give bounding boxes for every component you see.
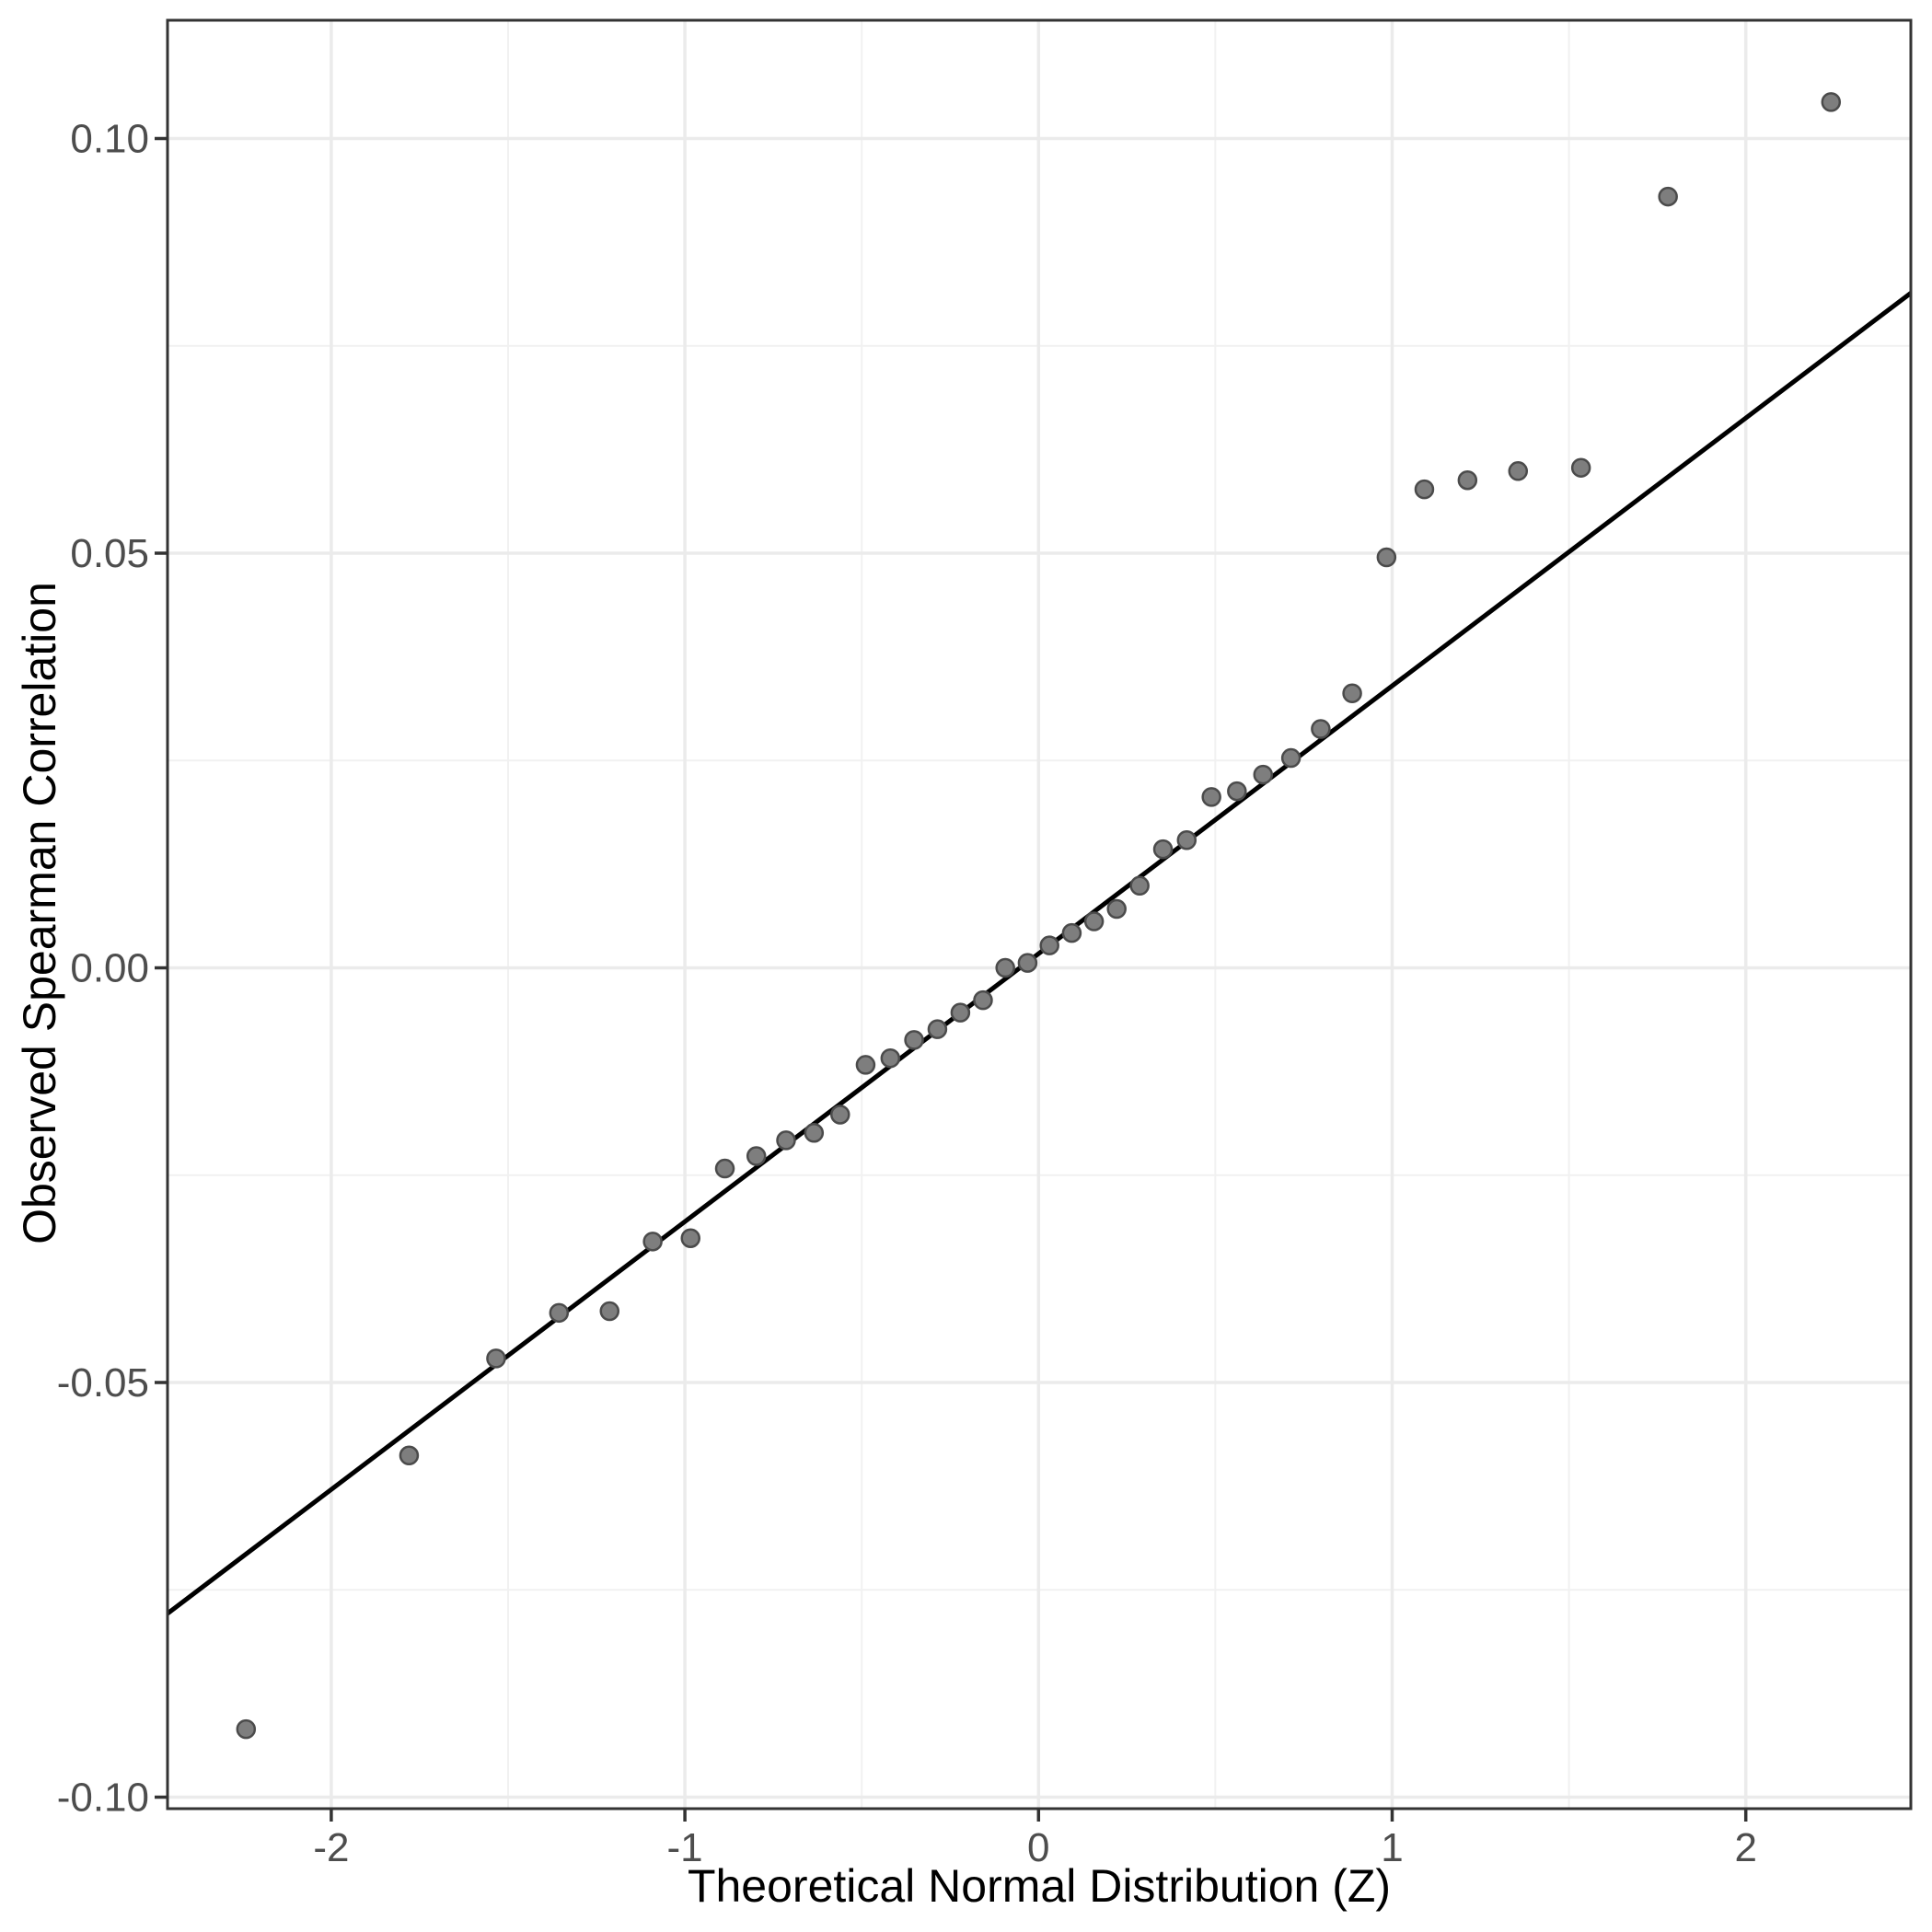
data-point — [746, 1146, 767, 1166]
scatter-points-layer — [236, 92, 1842, 1740]
data-point — [599, 1301, 620, 1322]
data-point — [855, 1055, 876, 1075]
grid-major-lines — [168, 20, 1911, 1809]
data-point — [1152, 839, 1174, 860]
data-point — [1658, 186, 1678, 207]
data-point — [1253, 764, 1274, 785]
qq-reference-line-layer — [166, 291, 1913, 1615]
data-point — [1311, 719, 1331, 739]
data-point — [1508, 461, 1529, 481]
data-point — [236, 1718, 257, 1740]
y-tick-label: -0.05 — [57, 1360, 149, 1406]
y-axis-title: Observed Spearman Correlation — [14, 582, 65, 1244]
x-tick-label: 0 — [1027, 1825, 1049, 1870]
data-point — [1227, 781, 1247, 802]
data-point — [1061, 922, 1082, 943]
data-point — [714, 1158, 735, 1179]
data-point — [973, 989, 993, 1011]
data-point — [1570, 457, 1591, 478]
data-point — [1821, 92, 1842, 112]
data-point — [486, 1348, 506, 1369]
y-tick-label: 0.00 — [70, 946, 149, 991]
data-point — [904, 1030, 924, 1050]
x-axis-tick-labels: -2 -1 0 1 2 — [313, 1825, 1757, 1870]
y-axis-tick-labels: 0.10 0.05 0.00 -0.05 -0.10 — [57, 117, 149, 1821]
data-point — [804, 1123, 825, 1143]
data-point — [776, 1130, 796, 1151]
axis-tick-marks — [155, 136, 1748, 1822]
data-point — [1176, 829, 1197, 850]
y-tick-label: -0.10 — [57, 1776, 149, 1821]
data-point — [680, 1228, 700, 1248]
x-tick-label: 2 — [1734, 1825, 1756, 1870]
data-point — [1342, 683, 1362, 704]
data-point — [549, 1302, 570, 1324]
data-point — [1039, 935, 1059, 955]
data-point — [927, 1019, 948, 1039]
data-point — [1017, 953, 1038, 973]
data-point — [1106, 898, 1127, 920]
x-axis-title: Theoretical Normal Distribution (Z) — [688, 1860, 1391, 1912]
data-point — [1280, 747, 1301, 769]
qq-reference-line — [166, 291, 1913, 1615]
data-point — [995, 957, 1015, 978]
data-point — [1376, 547, 1397, 568]
y-tick-label: 0.10 — [70, 117, 149, 162]
x-tick-label: 1 — [1381, 1825, 1403, 1870]
data-point — [1457, 469, 1478, 491]
data-point — [830, 1105, 850, 1125]
data-point — [950, 1002, 971, 1023]
data-point — [399, 1445, 420, 1466]
data-point — [642, 1232, 663, 1252]
y-tick-label: 0.05 — [70, 531, 149, 576]
data-point — [880, 1047, 901, 1069]
data-point — [1083, 911, 1105, 931]
data-point — [1414, 479, 1435, 500]
x-tick-label: -1 — [667, 1825, 703, 1870]
data-point — [1201, 787, 1221, 807]
x-tick-label: -2 — [313, 1825, 349, 1870]
data-point — [1129, 875, 1150, 897]
